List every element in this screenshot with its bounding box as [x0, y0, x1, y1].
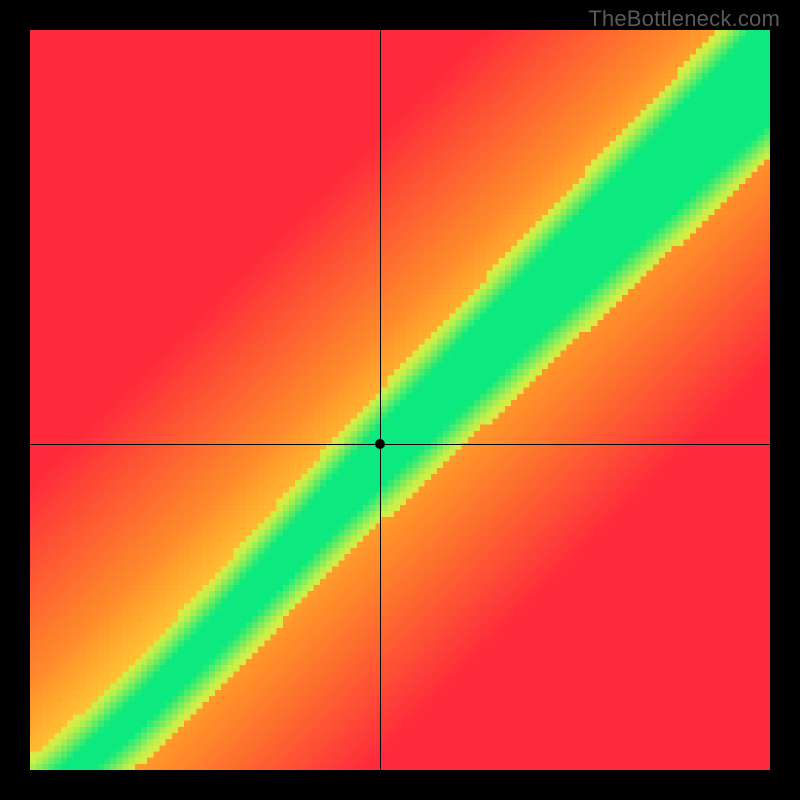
heatmap-canvas	[30, 30, 770, 770]
crosshair-vertical	[380, 30, 381, 770]
crosshair-horizontal	[30, 444, 770, 445]
plot-area	[30, 30, 770, 770]
crosshair-marker	[375, 439, 385, 449]
chart-frame: TheBottleneck.com	[0, 0, 800, 800]
watermark-text: TheBottleneck.com	[588, 6, 780, 32]
